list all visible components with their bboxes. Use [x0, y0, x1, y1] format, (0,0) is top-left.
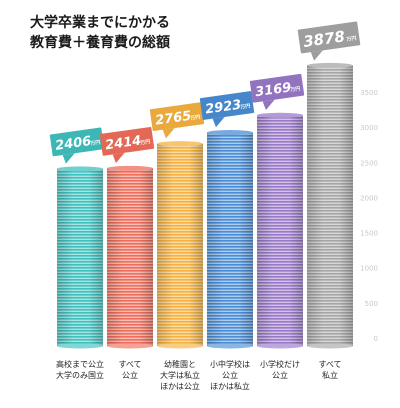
- value-unit: 万円: [89, 139, 101, 147]
- category-label: 高校まで公立: [56, 359, 104, 369]
- value-label: 3878: [302, 27, 346, 51]
- value-label: 2406: [54, 134, 92, 154]
- value-label: 2765: [154, 109, 192, 129]
- category-label: 公立: [222, 370, 238, 380]
- value-unit: 万円: [139, 138, 151, 146]
- category-label: ほかは私立: [210, 381, 250, 391]
- chart-title-line-1: 大学卒業までにかかる: [30, 14, 170, 31]
- y-tick-label: 2000: [360, 194, 378, 202]
- category-label: 大学は私立: [160, 370, 200, 380]
- value-label: 2923: [204, 98, 242, 118]
- y-tick-label: 1000: [360, 265, 378, 273]
- value-label: 3169: [254, 80, 292, 100]
- chart-title-line-2: 教育費＋養育費の総額: [30, 34, 170, 51]
- category-label: 公立: [272, 370, 288, 380]
- value-unit: 万円: [239, 102, 251, 110]
- y-tick-label: 500: [365, 300, 378, 308]
- y-tick-label: 2500: [360, 159, 378, 167]
- category-label: 大学のみ国立: [56, 370, 104, 380]
- y-tick-label: 3500: [360, 89, 378, 97]
- category-label: 幼稚園と: [164, 359, 196, 369]
- y-tick-label: 0: [374, 335, 378, 343]
- category-label: すべて: [118, 360, 141, 369]
- bar: 3878 万円: [297, 21, 361, 349]
- y-tick-label: 1500: [360, 230, 378, 238]
- value-unit: 万円: [289, 85, 301, 93]
- y-axis-ticks: 0 500 1000 1500 2000 2500 3000 3500: [360, 89, 378, 343]
- category-label: 小学校だけ: [260, 359, 300, 369]
- value-unit: 万円: [189, 113, 201, 121]
- value-label: 2414: [104, 133, 142, 153]
- category-label: 私立: [322, 370, 338, 380]
- value-unit: 万円: [345, 35, 357, 43]
- category-labels: 高校まで公立大学のみ国立すべて公立幼稚園と大学は私立ほかは公立小中学校は公立ほか…: [56, 359, 342, 391]
- category-label: すべて: [318, 360, 341, 369]
- category-label: 小中学校は: [210, 359, 250, 369]
- category-label: ほかは公立: [160, 381, 200, 391]
- category-label: 公立: [122, 370, 138, 380]
- value-tag: 3878 万円: [297, 21, 361, 61]
- y-tick-label: 3000: [360, 124, 378, 132]
